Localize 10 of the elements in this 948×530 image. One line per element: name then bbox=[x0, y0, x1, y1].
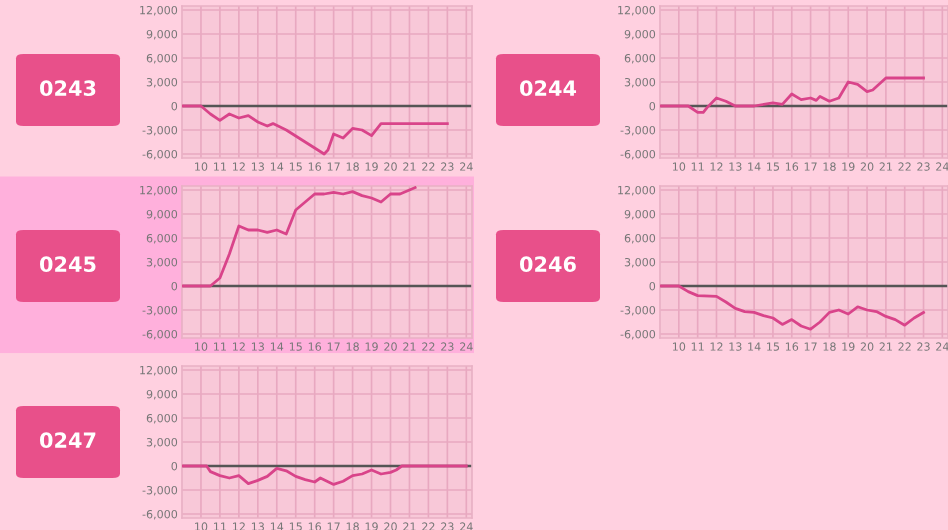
line-series bbox=[660, 76, 925, 114]
text: 0246 bbox=[520, 256, 576, 273]
line-series bbox=[660, 284, 925, 331]
text: 0244 bbox=[520, 80, 577, 97]
line-series bbox=[182, 104, 449, 156]
line-series bbox=[182, 464, 468, 486]
text: 0243 bbox=[40, 80, 96, 97]
text: 0245 bbox=[40, 256, 96, 273]
line-series bbox=[182, 186, 417, 288]
text: 0247 bbox=[40, 432, 96, 449]
